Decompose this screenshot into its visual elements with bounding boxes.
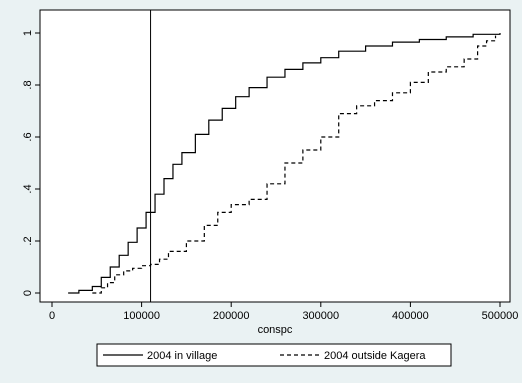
legend: 2004 in village 2004 outside Kagera: [96, 343, 452, 367]
y-tick-label: .4: [22, 184, 34, 193]
x-tick-label: 0: [49, 310, 55, 322]
x-tick-label: 200000: [213, 310, 250, 322]
x-tick-label: 400000: [392, 310, 429, 322]
series-line-1: [68, 33, 501, 294]
x-tick-label: 100000: [123, 310, 160, 322]
x-axis: 0 100000 200000 300000 400000 500000: [49, 302, 518, 322]
series-group: [68, 33, 501, 294]
y-tick-label: .6: [22, 132, 34, 141]
y-tick-label: 1: [22, 30, 34, 36]
plot-area: [39, 9, 511, 303]
series-line-2: [92, 35, 497, 294]
x-axis-label: conspc: [258, 324, 293, 336]
legend-box: [96, 343, 452, 367]
x-tick-label: 300000: [302, 310, 339, 322]
y-tick-label: 0: [22, 290, 34, 296]
legend-label-1: 2004 in village: [147, 350, 217, 362]
y-axis: 0 .2 .4 .6 .8 1: [22, 30, 40, 296]
legend-label-2: 2004 outside Kagera: [324, 350, 426, 362]
y-tick-label: .2: [22, 236, 34, 245]
x-tick-label: 500000: [482, 310, 519, 322]
y-tick-label: .8: [22, 80, 34, 89]
